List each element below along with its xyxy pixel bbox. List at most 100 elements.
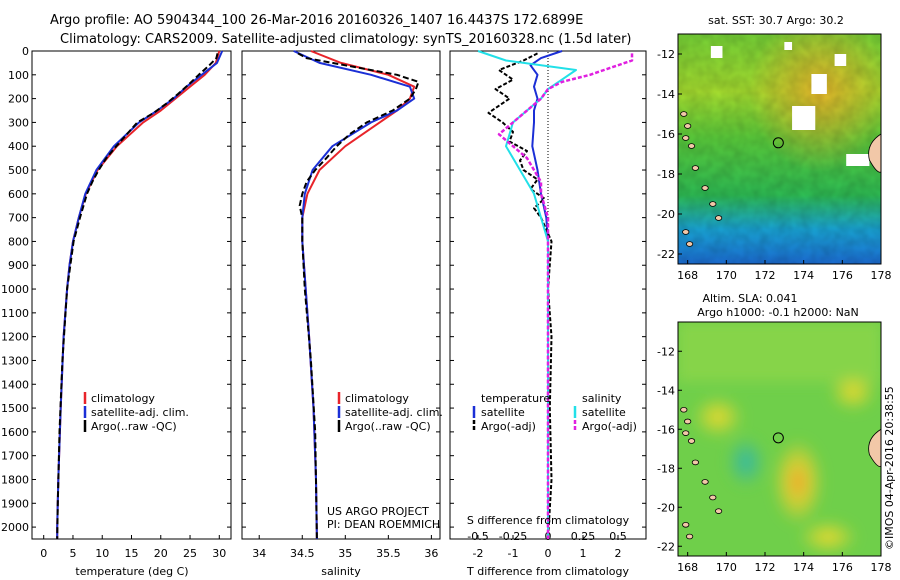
temp-xtick-label: 30 [212, 547, 226, 560]
sst-ytick-label: -22 [657, 248, 675, 261]
depth-tick-label: 1200 [1, 331, 29, 344]
sla-island [687, 438, 696, 444]
header-line-1: Argo profile: AO 5904344_100 26-Mar-2016… [50, 13, 583, 28]
temperature-xlabel: temperature (deg C) [75, 565, 188, 578]
sst-island [682, 229, 690, 235]
sla-ytick-label: -18 [657, 462, 675, 475]
imos-credit: ©IMOS 04-Apr-2016 20:38:55 [883, 386, 896, 550]
diff-s-tick-label: -0.5 [467, 530, 488, 543]
salinity-xticks: 34 34.5 35 35.5 36 [252, 535, 438, 560]
salinity-axes [241, 50, 441, 540]
difference-lines [477, 50, 634, 540]
sst-xtick-label: 172 [755, 269, 776, 282]
temp-legend-satellite: satellite-adj. clim. [91, 406, 189, 419]
depth-tick-label: 500 [8, 164, 29, 177]
diff-line-sal-satellite [477, 50, 577, 539]
sla-map-panel: Altim. SLA: 0.041 Argo h1000: -0.1 h2000… [657, 292, 891, 574]
sst-missing-patch [710, 46, 723, 58]
diff-xtick-label: 2 [615, 547, 622, 560]
sst-ytick-label: -14 [657, 88, 675, 101]
diff-xtick-label: -2 [473, 547, 484, 560]
sla-xtick-label: 168 [677, 561, 698, 574]
difference-t-label: T difference from climatology [466, 565, 629, 578]
temp-xtick-label: 10 [95, 547, 109, 560]
sst-missing-data [710, 42, 870, 166]
depth-tick-label: 800 [8, 235, 29, 248]
sst-missing-patch [792, 106, 816, 130]
salinity-yticks [242, 50, 440, 528]
sla-island [685, 533, 694, 540]
salinity-lines [293, 50, 420, 540]
sla-map-frame [677, 321, 882, 557]
difference-yticks [450, 50, 646, 528]
sst-island [701, 185, 709, 191]
diff-s-tick-label: -0.25 [499, 530, 527, 543]
depth-tick-label: 900 [8, 259, 29, 272]
sla-xtick-label: 176 [832, 561, 853, 574]
depth-tick-label: 1300 [1, 354, 29, 367]
sst-xtick-label: 176 [832, 269, 853, 282]
sla-ytick-label: -22 [657, 540, 675, 553]
diff-legend-title-salinity: salinity [582, 392, 622, 405]
diff-legend-sal-argo: Argo(-adj) [582, 420, 637, 433]
sst-ytick-label: -18 [657, 168, 675, 181]
sst-ytick-label: -12 [657, 48, 675, 61]
sst-xtick-label: 174 [793, 269, 814, 282]
sla-cyan-anomaly [726, 436, 766, 488]
sst-ytick-label: -20 [657, 208, 675, 221]
difference-s-label: S difference from climatology [467, 514, 630, 527]
temp-xtick-label: 5 [69, 547, 76, 560]
depth-tick-label: 0 [22, 45, 29, 58]
depth-tick-label: 700 [8, 212, 29, 225]
diff-legend-title-temperature: temperature [481, 392, 550, 405]
sst-islands [680, 111, 881, 247]
sla-argo-marker [772, 432, 784, 444]
sst-map-panel: sat. SST: 30.7 Argo: 30.2 [657, 14, 891, 282]
depth-tick-label: 1000 [1, 283, 29, 296]
diff-legend-sal-satellite: satellite [582, 406, 626, 419]
sst-xtick-label: 168 [677, 269, 698, 282]
sla-island [701, 479, 709, 485]
sst-island [709, 201, 717, 207]
sst-noise [678, 34, 881, 264]
temp-xtick-label: 20 [154, 547, 168, 560]
sla-xticks: 168 170 172 174 176 178 [677, 552, 892, 574]
depth-tick-label: 300 [8, 116, 29, 129]
sst-island [687, 143, 696, 149]
sla-yticks: -12 -14 -16 -18 -20 -22 [657, 345, 682, 553]
sst-xtick-label: 178 [871, 269, 892, 282]
sst-missing-patch [846, 154, 870, 166]
depth-tick-label: 1900 [1, 497, 29, 510]
depth-tick-label: 1800 [1, 473, 29, 486]
sla-xtick-label: 172 [755, 561, 776, 574]
sst-island [685, 241, 694, 247]
depth-tick-label: 2000 [1, 521, 29, 534]
sal-legend-satellite: satellite-adj. clim. [345, 406, 443, 419]
depth-tick-label: 1500 [1, 402, 29, 415]
diff-legend-temp-argo: Argo(-adj) [481, 420, 536, 433]
diff-legend-temp-satellite: satellite [481, 406, 525, 419]
temperature-xticks: 0 5 10 15 20 25 30 [40, 535, 226, 560]
difference-legend: temperature satellite Argo(-adj) salinit… [472, 392, 637, 433]
depth-tick-label: 400 [8, 140, 29, 153]
sla-island [682, 522, 690, 528]
sla-xtick-label: 178 [871, 561, 892, 574]
temp-xtick-label: 15 [125, 547, 139, 560]
difference-salinity-ticks: -0.5 -0.25 0 0.25 0.5 [467, 530, 626, 543]
temp-xtick-label: 25 [183, 547, 197, 560]
sst-argo-marker [772, 137, 784, 149]
sla-xtick-label: 174 [793, 561, 814, 574]
sla-yellow-east [829, 372, 877, 412]
difference-panel: -2 -1 0 1 2 -0.5 -0.25 0 0.25 0.5 S difference f… [449, 50, 647, 578]
sla-map-subtitle: Argo h1000: -0.1 h2000: NaN [697, 306, 859, 319]
sst-island [680, 111, 688, 117]
temperature-axes [31, 50, 232, 540]
sst-island [682, 135, 690, 141]
sal-xtick-label: 34.5 [290, 547, 315, 560]
pi-annotation: PI: DEAN ROEMMICH [327, 518, 440, 531]
sla-ytick-label: -16 [657, 423, 675, 436]
temperature-yticks: 0 100 200 300 400 500 600 700 800 900 1000 1100 1200… [1, 45, 231, 534]
sal-xtick-label: 36 [424, 547, 438, 560]
diff-s-tick-label: 0.5 [609, 530, 627, 543]
